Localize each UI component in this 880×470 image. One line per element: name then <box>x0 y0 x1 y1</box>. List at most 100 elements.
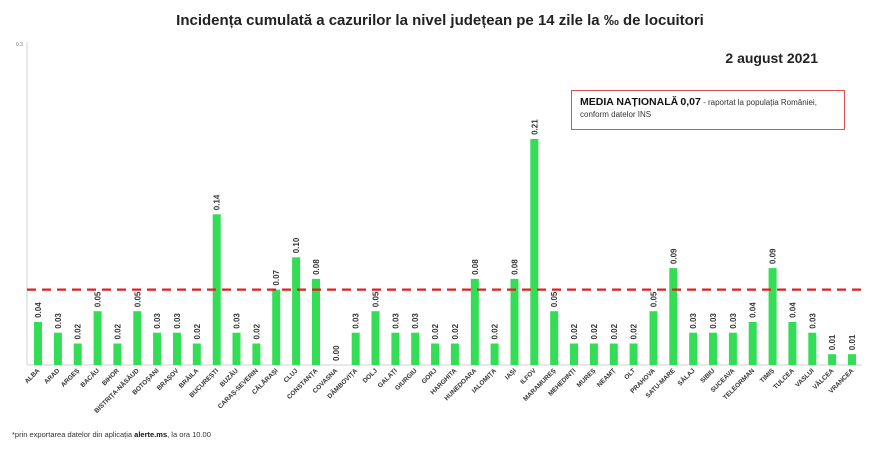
bar-value-label: 0.02 <box>252 323 261 339</box>
category-label: GORJ <box>421 367 439 385</box>
bar <box>709 332 717 365</box>
bar <box>808 332 817 365</box>
bar <box>371 311 380 365</box>
national-average-note: - raportat la populația României, confor… <box>580 98 817 119</box>
bar <box>490 343 499 365</box>
bar-value-label: 0.04 <box>749 302 758 318</box>
category-label: BRAȘOV <box>156 367 181 392</box>
bar <box>848 354 856 365</box>
footnote-app: alerte.ms <box>134 430 168 439</box>
bar <box>788 321 797 365</box>
bar-value-label: 0.02 <box>491 323 500 339</box>
bar-value-label: 0.02 <box>630 323 639 339</box>
bar <box>550 311 559 365</box>
category-label: TULCEA <box>772 367 796 391</box>
bar-value-label: 0.01 <box>848 334 857 350</box>
category-label: ARGEȘ <box>60 367 82 389</box>
bar-value-label: 0.02 <box>74 323 83 339</box>
bar-value-label: 0.01 <box>828 334 837 350</box>
bar <box>73 343 82 365</box>
category-label: ARAD <box>43 367 61 385</box>
category-label: MUREȘ <box>576 367 598 389</box>
bar <box>530 138 539 365</box>
bar <box>510 278 519 365</box>
bar-value-label: 0.03 <box>153 313 162 329</box>
bar <box>649 311 658 365</box>
bar-value-label: 0.02 <box>431 323 440 339</box>
bar-value-label: 0.03 <box>808 313 817 329</box>
bar <box>669 268 678 365</box>
category-label: BACĂU <box>78 366 101 389</box>
bar-value-label: 0.02 <box>451 323 460 339</box>
category-label: IAȘI <box>504 367 518 381</box>
category-label: DOLJ <box>362 367 379 384</box>
bar-value-label: 0.04 <box>788 302 797 318</box>
bar-value-label: 0.03 <box>54 313 63 329</box>
bar <box>828 354 837 365</box>
national-average-value: 0,07 <box>680 96 701 108</box>
footnote: *prin exportarea datelor din aplicația a… <box>12 430 211 439</box>
bar-value-label: 0.05 <box>550 291 559 307</box>
bar-value-label: 0.08 <box>511 259 520 275</box>
bar-value-label: 0.04 <box>34 302 43 318</box>
bar <box>113 343 122 365</box>
bar <box>34 321 42 365</box>
category-label: GIURGIU <box>394 367 419 392</box>
bar <box>629 343 638 365</box>
category-label: SIBIU <box>699 367 716 384</box>
bar-value-label: 0.02 <box>193 323 202 339</box>
bar-value-label: 0.02 <box>570 323 579 339</box>
bar <box>312 278 320 365</box>
bar <box>252 343 261 365</box>
bar <box>93 311 102 365</box>
bar <box>232 332 241 365</box>
category-label: SĂLAJ <box>675 366 697 388</box>
bar-value-label: 0.05 <box>94 291 103 307</box>
bar <box>411 332 420 365</box>
bar-value-label: 0.03 <box>173 313 182 329</box>
bar-value-label: 0.05 <box>133 291 142 307</box>
bar-value-label: 0.03 <box>391 313 400 329</box>
chart-title: Incidența cumulată a cazurilor la nivel … <box>176 12 704 29</box>
category-label: ILFOV <box>519 367 538 386</box>
bar-value-label: 0.08 <box>471 259 480 275</box>
category-label: NEAMȚ <box>596 367 617 388</box>
bar <box>133 311 142 365</box>
footnote-prefix: *prin exportarea datelor din aplicația <box>12 430 135 439</box>
bar-value-label: 0.14 <box>213 194 222 210</box>
category-label: CLUJ <box>283 367 300 384</box>
bar <box>292 257 301 365</box>
bar <box>431 343 440 365</box>
bar-value-label: 0.03 <box>233 313 242 329</box>
category-label: TIMIȘ <box>759 367 777 385</box>
bar-value-label: 0.21 <box>530 119 539 135</box>
bar <box>609 343 618 365</box>
bar-value-label: 0.03 <box>709 313 718 329</box>
category-label: OLT <box>623 367 637 381</box>
bar <box>192 343 201 365</box>
bar <box>589 343 598 365</box>
bar <box>570 343 578 365</box>
bar <box>728 332 737 365</box>
bar-value-label: 0.02 <box>590 323 599 339</box>
bar <box>470 278 479 365</box>
national-average-box: MEDIA NAȚIONALĂ 0,07 - raportat la popul… <box>571 90 845 130</box>
national-average-label: MEDIA NAȚIONALĂ <box>580 96 679 108</box>
bar <box>768 268 777 365</box>
bar <box>351 332 360 365</box>
bar <box>53 332 62 365</box>
bar-value-label: 0.09 <box>669 248 678 264</box>
bar <box>748 321 757 365</box>
bar-value-label: 0.02 <box>113 323 122 339</box>
bar <box>272 289 281 365</box>
bar-value-label: 0.10 <box>292 237 301 253</box>
bar-value-label: 0.03 <box>352 313 361 329</box>
bar-value-label: 0.03 <box>729 313 738 329</box>
category-label: ALBA <box>24 367 42 385</box>
bar <box>391 332 400 365</box>
bar-value-label: 0.05 <box>650 291 659 307</box>
bar <box>450 343 459 365</box>
bar-value-label: 0.09 <box>769 248 778 264</box>
report-date: 2 august 2021 <box>725 50 818 66</box>
